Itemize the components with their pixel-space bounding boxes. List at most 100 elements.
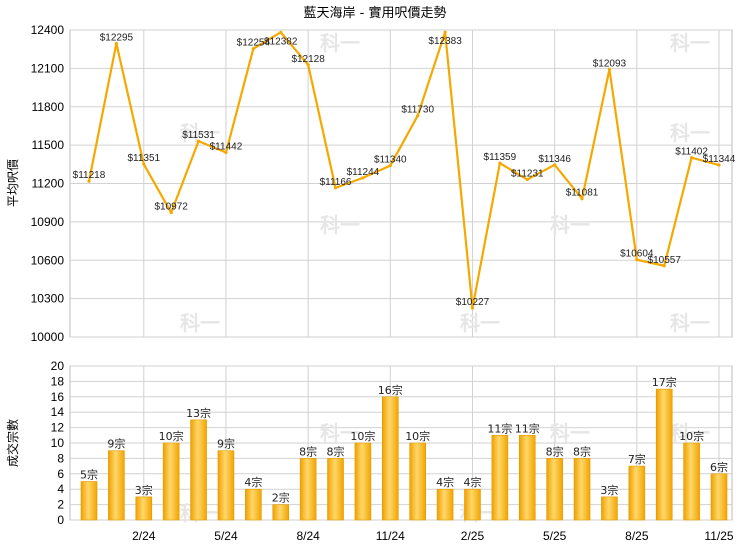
volume-bar: [710, 473, 728, 521]
price-point: [662, 264, 666, 268]
price-value-label: $11244: [347, 167, 380, 178]
bar-value-label: 11宗: [515, 421, 540, 435]
bar-value-label: 9宗: [107, 437, 125, 451]
watermark-text: 科一: [320, 421, 360, 445]
bar-value-label: 16宗: [378, 383, 403, 397]
volume-bar: [135, 496, 153, 521]
price-point: [224, 150, 228, 155]
price-value-label: $10604: [620, 249, 654, 260]
volume-bar: [491, 434, 509, 521]
x-tick-label: 11/25: [704, 529, 733, 543]
volume-bar: [354, 442, 372, 521]
x-tick-label: 2/24: [132, 529, 156, 543]
volume-bar: [190, 419, 207, 521]
watermark-text: 科一: [320, 31, 360, 55]
price-value-label: $11081: [566, 188, 599, 199]
line-y-tick: 11800: [32, 100, 65, 114]
price-value-label: $10227: [456, 297, 490, 308]
price-point: [142, 162, 146, 166]
bar-value-label: 8宗: [327, 444, 345, 458]
bar-y-tick: 4: [57, 482, 64, 496]
price-value-label: $11442: [210, 142, 243, 153]
x-tick-label: 8/25: [625, 529, 649, 543]
bar-value-label: 4宗: [463, 475, 481, 489]
volume-bar: [108, 450, 125, 521]
volume-bar: [655, 388, 673, 521]
volume-bar: [573, 458, 591, 521]
price-point: [690, 156, 694, 160]
price-point: [525, 177, 529, 182]
price-value-label: $12254: [237, 38, 271, 49]
price-value-label: $11531: [182, 130, 215, 141]
line-y-tick: 11200: [32, 177, 65, 191]
watermark-text: 科一: [550, 213, 590, 237]
watermark-text: 科一: [320, 213, 360, 237]
price-value-label: $10972: [154, 202, 188, 213]
price-point: [169, 211, 173, 215]
volume-bar: [601, 496, 618, 521]
x-tick-label: 5/24: [214, 529, 238, 543]
price-value-label: $11346: [538, 154, 571, 165]
bar-value-label: 10宗: [350, 429, 375, 443]
bar-value-label: 4宗: [244, 475, 262, 489]
bar-value-label: 7宗: [628, 452, 646, 466]
bar-value-label: 4宗: [436, 475, 454, 489]
bar-y-tick: 12: [51, 421, 65, 435]
bar-y-tick: 18: [51, 374, 65, 388]
volume-bar: [409, 442, 426, 521]
price-point: [635, 258, 639, 262]
bar-value-label: 13宗: [186, 406, 211, 420]
bar-y-axis-label: 成交宗數: [5, 419, 20, 467]
bar-value-label: 5宗: [80, 468, 98, 482]
price-point: [333, 186, 338, 190]
bar-value-label: 10宗: [159, 429, 184, 443]
price-value-label: $12128: [291, 54, 325, 65]
price-line: [87, 31, 720, 310]
bar-value-label: 8宗: [546, 444, 564, 458]
x-tick-label: 8/24: [296, 529, 320, 543]
bar-y-tick: 2: [57, 498, 64, 512]
price-point: [443, 30, 447, 34]
price-point: [607, 67, 612, 71]
watermark-text: 科一: [670, 31, 710, 55]
line-y-tick: 10600: [31, 253, 65, 267]
price-value-label: $11340: [374, 155, 407, 166]
price-value-label: $12383: [428, 36, 462, 47]
bar-y-tick: 8: [57, 451, 64, 465]
bar-value-label: 10宗: [679, 429, 704, 443]
price-value-label: $11402: [675, 147, 708, 158]
volume-bar: [683, 442, 700, 521]
volume-bar: [245, 488, 262, 521]
line-y-tick: 10000: [31, 330, 65, 344]
price-point: [361, 176, 365, 180]
bar-value-label: 8宗: [299, 444, 317, 458]
price-point: [717, 163, 721, 167]
volume-bar: [162, 442, 180, 521]
price-value-label: $10557: [648, 255, 682, 266]
watermark-text: 科一: [180, 311, 220, 335]
bar-y-tick: 0: [57, 513, 64, 527]
price-point: [114, 41, 118, 46]
bar-value-label: 10宗: [405, 429, 430, 443]
line-y-axis-label: 平均呎價: [6, 159, 20, 207]
price-value-label: $11231: [511, 169, 544, 180]
volume-bar: [464, 488, 481, 521]
price-value-label: $11344: [703, 154, 736, 165]
bar-value-label: 3宗: [135, 483, 153, 497]
bar-y-tick: 16: [51, 390, 65, 404]
volume-bar: [80, 481, 98, 521]
volume-bar: [299, 458, 317, 521]
volume-bar: [628, 465, 646, 521]
x-tick-label: 11/24: [376, 529, 405, 543]
price-point: [388, 163, 392, 168]
bar-value-label: 11宗: [487, 421, 512, 435]
line-y-tick: 12100: [31, 61, 65, 75]
bar-value-label: 9宗: [217, 437, 235, 451]
volume-bar: [217, 450, 235, 521]
line-y-tick: 10900: [31, 215, 65, 229]
price-point: [553, 163, 557, 167]
watermark-text: 科一: [460, 311, 500, 335]
x-tick-label: 2/25: [461, 529, 485, 543]
